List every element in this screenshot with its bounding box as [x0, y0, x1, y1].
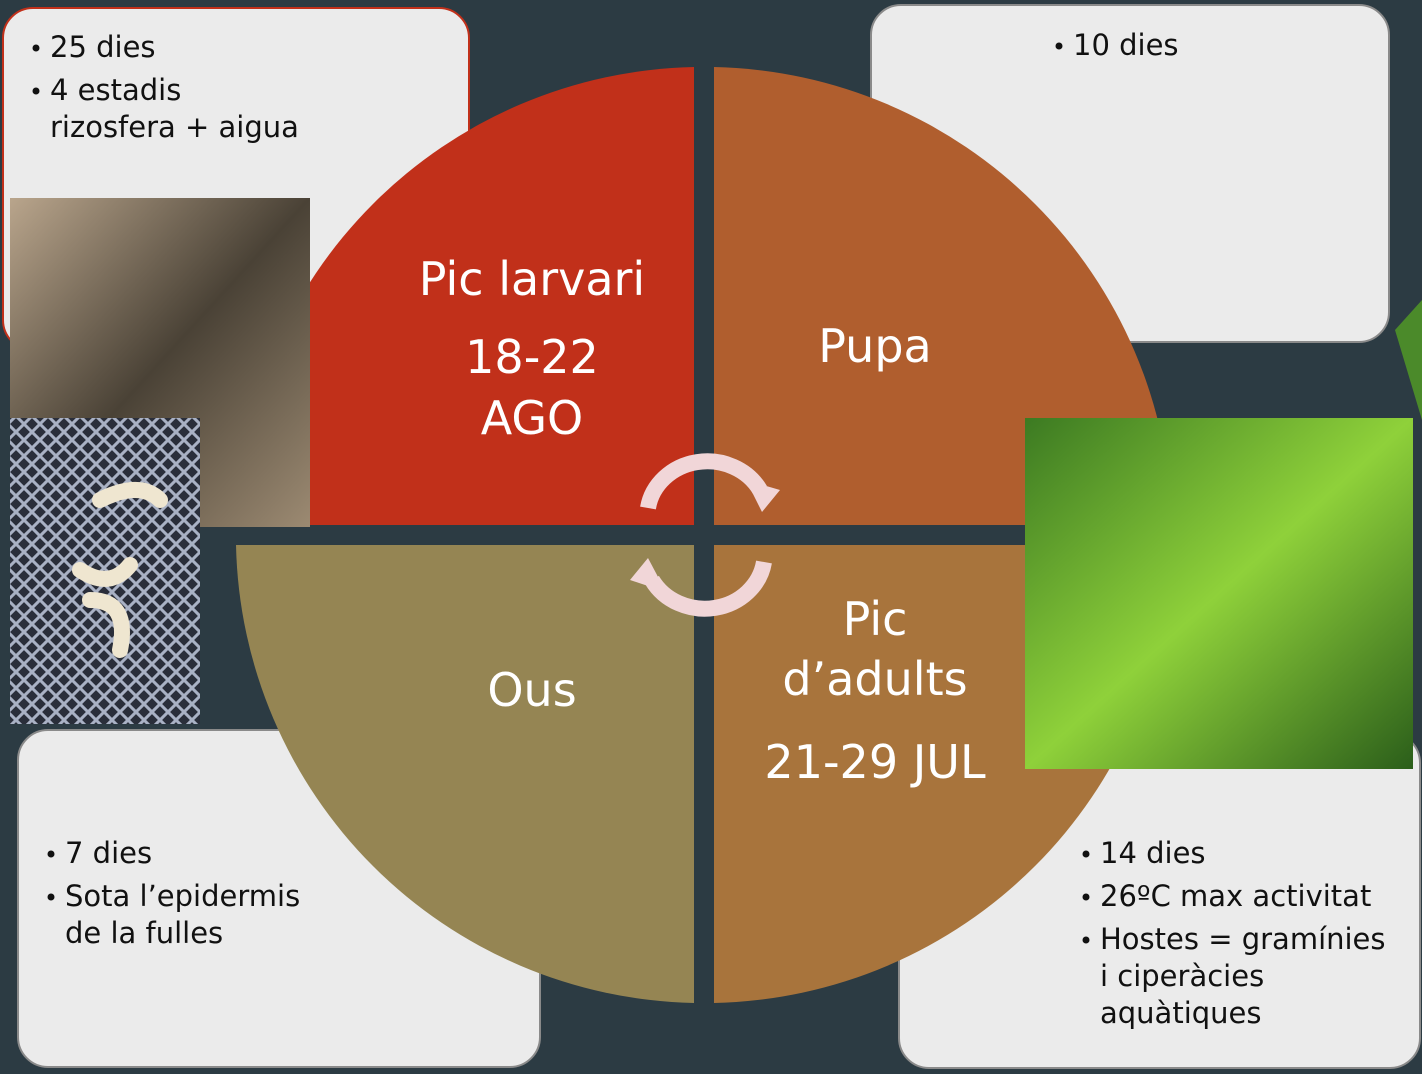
bullet: [48, 894, 55, 901]
bullet-text: aquàtiques: [1100, 996, 1262, 1030]
quadrant-label: Pupa: [818, 319, 931, 373]
quadrant-label: AGO: [481, 391, 584, 445]
bullet: [1056, 43, 1063, 50]
bullet: [1083, 894, 1090, 901]
bullet-text: 7 dies: [65, 836, 152, 870]
bullet-text: Sota l’epidermis: [65, 879, 300, 913]
quadrant-label: Ous: [487, 663, 576, 717]
bullet-text: 4 estadis: [50, 73, 181, 107]
quadrant-label: 18-22: [465, 330, 599, 384]
quadrant-label: Pic: [843, 592, 908, 646]
bullet-text: i ciperàcies: [1100, 959, 1264, 993]
bullet-text: de la fulles: [65, 916, 223, 950]
bullet: [33, 88, 40, 95]
bullet-text: 10 dies: [1073, 28, 1179, 62]
bullet-text: 26ºC max activitat: [1100, 879, 1371, 913]
quadrant-label: Pic larvari: [419, 252, 645, 306]
bullet-text: 14 dies: [1100, 836, 1206, 870]
quadrant-label: d’adults: [782, 652, 967, 706]
decoration: [1395, 300, 1422, 420]
bullet: [33, 45, 40, 52]
bullet-text: 25 dies: [50, 30, 156, 64]
bullet: [1083, 937, 1090, 944]
slide: Pic larvari 18-22 AGO Pupa Ous Pic d’adu…: [0, 0, 1422, 1074]
bullet: [48, 851, 55, 858]
bullet-text: Hostes = gramínies: [1100, 922, 1386, 956]
bullet: [1083, 851, 1090, 858]
photo-weevils: [1025, 418, 1413, 769]
quadrant-label: 21-29 JUL: [764, 735, 986, 789]
bullet-text: rizosfera + aigua: [50, 110, 299, 144]
